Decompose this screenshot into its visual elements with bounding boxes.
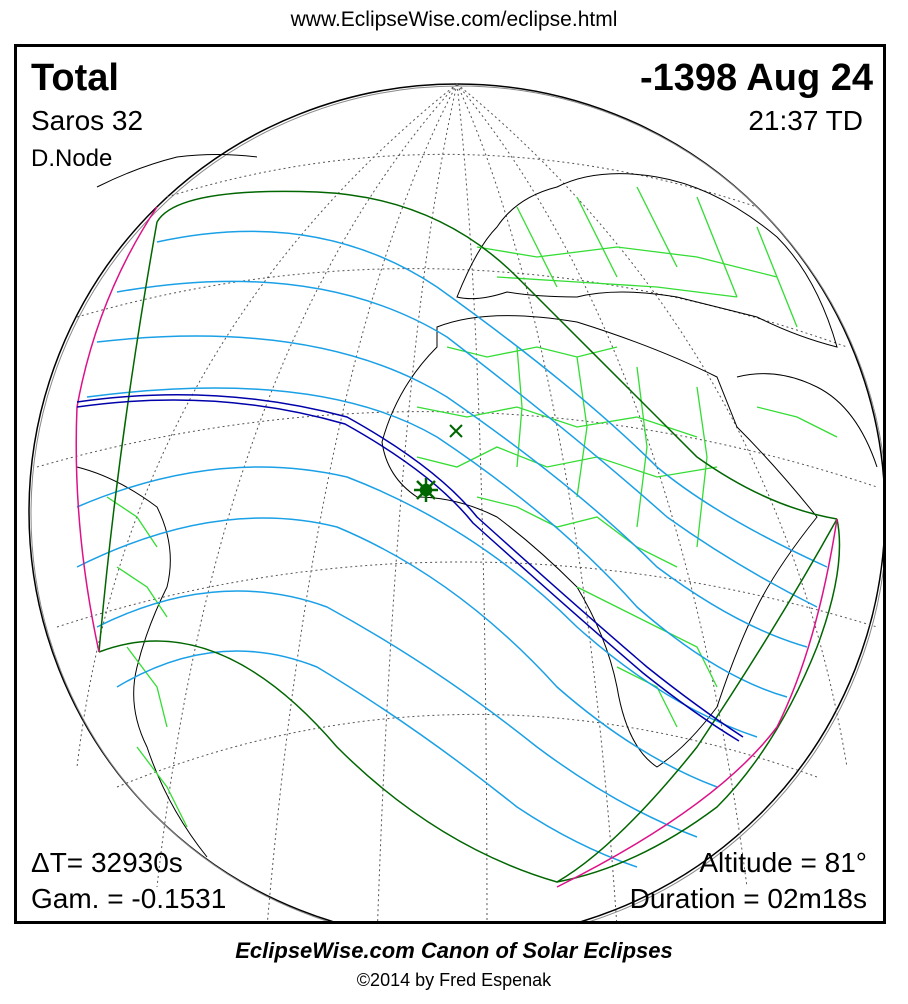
source-url[interactable]: www.EclipseWise.com/eclipse.html <box>290 8 618 31</box>
saros-number: Saros 32 <box>31 105 144 136</box>
eclipse-time: 21:37 TD <box>748 105 863 136</box>
delta-t: ΔT= 32930s <box>31 847 183 878</box>
subsolar-marker <box>449 424 463 438</box>
eclipse-map-panel: Total -1398 Aug 24 Saros 32 21:37 TD D.N… <box>14 44 886 924</box>
copyright: ©2014 by Fred Espenak <box>356 970 552 990</box>
eastern-limit <box>556 518 841 883</box>
southern-penumbral-limit <box>98 518 838 883</box>
central-path <box>76 393 744 742</box>
canon-title: EclipseWise.com Canon of Solar Eclipses <box>235 938 673 963</box>
western-limit <box>98 221 158 653</box>
country-borders <box>106 186 838 828</box>
greatest-eclipse-marker <box>414 478 438 502</box>
sunrise-curve <box>75 206 158 653</box>
partial-eclipse-lines <box>76 230 828 868</box>
globe-map <box>28 83 883 921</box>
globe-outline <box>28 83 883 921</box>
gamma-value: Gam. = -0.1531 <box>31 883 227 914</box>
sun-altitude: Altitude = 81° <box>699 847 867 878</box>
totality-duration: Duration = 02m18s <box>629 883 867 914</box>
eclipse-date: -1398 Aug 24 <box>639 57 873 99</box>
globe-shadow-edge <box>30 85 883 921</box>
graticule <box>36 83 878 921</box>
lunar-node: D.Node <box>31 145 113 172</box>
northern-penumbral-limit <box>156 190 838 520</box>
eclipse-type: Total <box>31 57 119 99</box>
sunset-curve <box>556 518 838 888</box>
land-outlines <box>76 154 878 858</box>
